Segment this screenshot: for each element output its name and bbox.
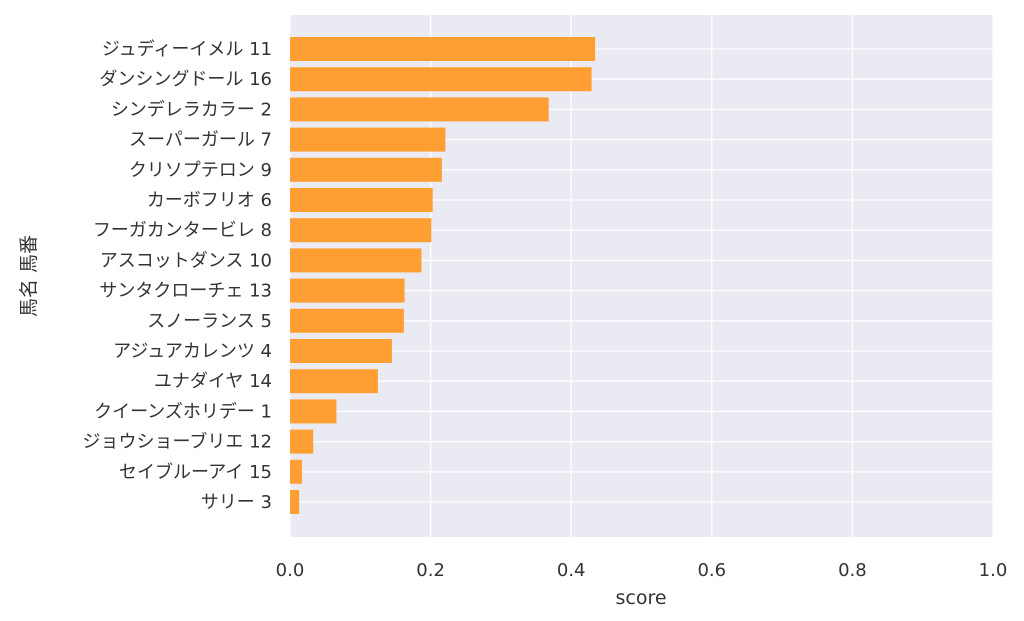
bar (290, 67, 592, 92)
y-tick-label: フーガカンタービレ 8 (93, 220, 272, 241)
x-tick-label: 0.6 (697, 560, 726, 581)
bar (290, 369, 378, 394)
x-tick-label: 0.8 (838, 560, 867, 581)
y-tick-label: サンタクローチェ 13 (99, 281, 272, 302)
bar (290, 339, 392, 363)
y-tick-label: スーパーガール 7 (129, 130, 272, 151)
bar (290, 97, 549, 122)
y-tick-label: ジョウショーブリエ 12 (82, 431, 272, 453)
x-tick-label: 0.4 (557, 560, 586, 581)
y-tick-label: サリー 3 (201, 492, 272, 513)
x-tick-labels: 0.0 0.2 0.4 0.6 0.8 1.0 (276, 560, 1008, 581)
bar (290, 218, 432, 243)
y-tick-label: ジュディーイメル 11 (102, 39, 272, 60)
y-tick-label: スノーランス 5 (147, 311, 272, 332)
bar (290, 399, 337, 424)
bar (290, 248, 422, 273)
bars (290, 37, 596, 514)
bar (290, 278, 405, 303)
bar (290, 157, 442, 182)
y-tick-label: アジュアカレンツ 4 (113, 341, 272, 362)
bar (290, 188, 433, 212)
bar (290, 459, 302, 484)
y-tick-label: カーボフリオ 6 (147, 190, 272, 211)
bar (290, 490, 300, 514)
x-axis-label: score (615, 587, 666, 609)
plot-background (290, 15, 993, 537)
y-tick-label: ユナダイヤ 14 (154, 371, 272, 392)
x-tick-label: 0.2 (416, 560, 445, 581)
bar (290, 429, 314, 454)
x-tick-label: 0.0 (276, 560, 305, 581)
y-tick-label: アスコットダンス 10 (100, 250, 272, 271)
y-tick-label: ダンシングドール 16 (99, 69, 272, 90)
bar (290, 37, 596, 61)
y-tick-label: シンデレラカラー 2 (111, 99, 272, 120)
bar (290, 127, 446, 152)
bar (290, 308, 404, 333)
y-tick-label: セイブルーアイ 15 (119, 461, 272, 483)
y-tick-label: クリソプテロン 9 (129, 160, 272, 181)
x-tick-label: 1.0 (979, 560, 1008, 581)
y-axis-label: 馬名 馬番 (18, 235, 40, 317)
y-tick-label: クイーンズホリデー 1 (94, 401, 272, 422)
y-tick-labels: ジュディーイメル 11 ダンシングドール 16 シンデレラカラー 2 スーパーガール … (82, 39, 272, 513)
